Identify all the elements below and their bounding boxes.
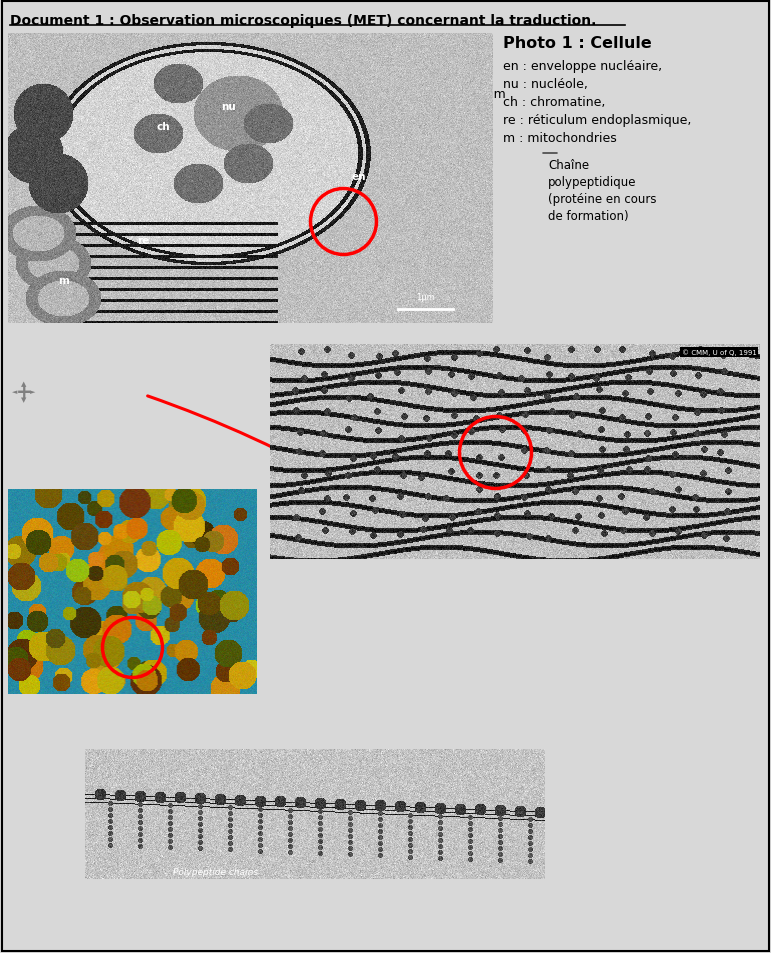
Text: ▲: ▲ <box>22 380 27 387</box>
Text: ▼: ▼ <box>22 396 27 402</box>
Text: nu: nu <box>221 101 236 112</box>
Text: Document 1 : Observation microscopiques (MET) concernant la traduction.: Document 1 : Observation microscopiques … <box>10 14 597 28</box>
Text: ►: ► <box>30 389 35 395</box>
Text: en : enveloppe nucléaire,: en : enveloppe nucléaire, <box>503 60 662 73</box>
Text: Photo 2 : Réticulum endoplasmique: Photo 2 : Réticulum endoplasmique <box>335 396 614 411</box>
Text: re: re <box>137 236 150 246</box>
Text: nu : nucléole,: nu : nucléole, <box>503 78 588 91</box>
Text: ◄: ◄ <box>12 389 18 395</box>
Text: Polypeptide chains: Polypeptide chains <box>173 867 258 877</box>
Text: ch : chromatine,: ch : chromatine, <box>503 96 605 109</box>
Text: ARNm: ARNm <box>468 88 507 101</box>
Text: Chaîne
polypeptidique
(protéine en cours
de formation): Chaîne polypeptidique (protéine en cours… <box>548 159 656 223</box>
Text: ribosomes: ribosomes <box>428 298 493 312</box>
Text: Photo 4 : ARN et ribosomes: Photo 4 : ARN et ribosomes <box>105 77 321 91</box>
Text: re : réticulum endoplasmique,: re : réticulum endoplasmique, <box>503 113 692 127</box>
Text: Photo 1 : Cellule: Photo 1 : Cellule <box>503 36 651 51</box>
Text: Photo 3 : Ribosomes: Photo 3 : Ribosomes <box>10 262 170 275</box>
Text: © CMM, U of Q, 1991: © CMM, U of Q, 1991 <box>682 349 756 355</box>
Text: 1μm: 1μm <box>416 294 435 302</box>
Text: m : mitochondries: m : mitochondries <box>503 132 617 145</box>
Text: ch: ch <box>157 121 170 132</box>
Text: +: + <box>15 382 32 401</box>
Text: m: m <box>58 276 69 286</box>
Text: en: en <box>352 172 365 181</box>
